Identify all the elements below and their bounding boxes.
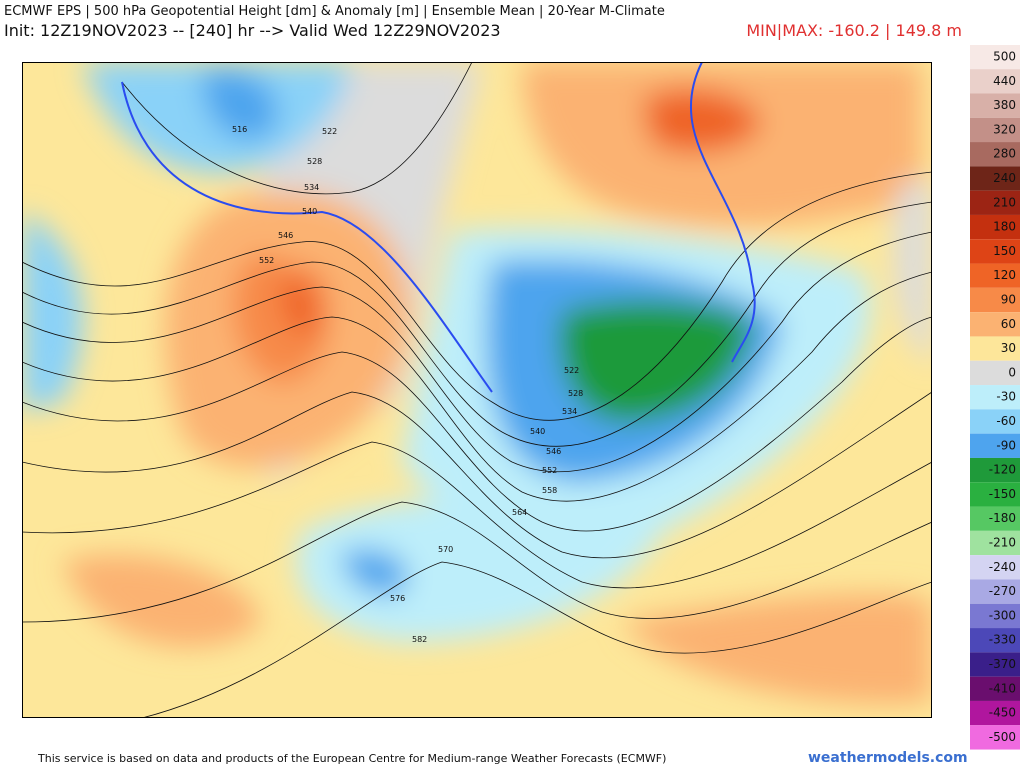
contour-label: 516 [232,125,247,134]
map-frame [22,62,932,718]
color-swatch [970,700,1020,726]
contour-label: 540 [302,207,317,216]
color-swatch [970,457,1020,483]
colorbar-label: -30 [996,390,1016,404]
color-swatch [970,628,1020,653]
color-swatch [970,117,1020,143]
contour-label: 564 [512,508,527,517]
color-swatch [970,385,1020,410]
colorbar-label: 380 [993,98,1016,112]
contour-label: 552 [542,466,557,475]
color-swatch [970,214,1020,240]
color-swatch [970,482,1020,507]
title: ECMWF EPS | 500 hPa Geopotential Height … [4,4,665,19]
color-swatch [970,530,1020,556]
colorbar-label: 60 [1001,317,1016,331]
color-swatch [970,93,1020,118]
540-line [689,62,756,363]
colorbar-label: 180 [993,220,1016,234]
colorbar-label: -500 [989,730,1016,744]
colorbar-label: -60 [996,414,1016,428]
colorbar-label: -300 [989,608,1016,622]
color-swatch [970,336,1020,361]
subtitle: Init: 12Z19NOV2023 -- [240] hr --> Valid… [4,21,501,40]
color-swatch [970,409,1020,434]
contour-label: 570 [438,545,453,554]
color-swatch [970,239,1020,264]
colorbar-label: -120 [989,463,1016,477]
colorbar-label: -370 [989,657,1016,671]
colorbar-label: 30 [1001,341,1016,355]
color-swatch [970,652,1020,677]
contour-label: 546 [546,447,561,456]
colorbar-label: 210 [993,195,1016,209]
contour-label: 522 [322,127,337,136]
contour-label: 540 [530,427,545,436]
color-swatch [970,263,1020,288]
colorbar-label: -450 [989,706,1016,720]
colorbar-label: 280 [993,147,1016,161]
contour-label: 576 [390,594,405,603]
color-swatch [970,142,1020,167]
colorbar-label: 0 [1008,365,1016,379]
min-max: MIN|MAX: -160.2 | 149.8 m [746,21,962,40]
contour-label: 558 [542,486,557,495]
color-swatch [970,312,1020,337]
color-swatch [970,45,1020,70]
colorbar-label: -150 [989,487,1016,501]
contour-label: 552 [259,256,274,265]
contour-label: 522 [564,366,579,375]
colorbar-label: 440 [993,74,1016,88]
colorbar-label: 150 [993,244,1016,258]
color-swatch [970,579,1020,604]
contour-label: 528 [568,389,583,398]
color-swatch [970,725,1020,750]
colorbar-label: 90 [1001,293,1016,307]
colorbar-label: -330 [989,633,1016,647]
color-swatch [970,555,1020,580]
color-swatch [970,603,1020,629]
color-swatch [970,360,1020,386]
colorbar-label: 500 [993,50,1016,64]
color-swatch [970,166,1020,191]
colorbar-label: -180 [989,511,1016,525]
contour-label: 534 [562,407,577,416]
map: 516 522 528 534 540 546 552 522 528 534 540 546 552 5… [22,62,932,718]
contour-label: 528 [307,157,322,166]
contour-label: 546 [278,231,293,240]
height-contours [22,62,932,718]
color-swatch [970,287,1020,313]
color-swatch [970,676,1020,701]
colorbar-label: -270 [989,584,1016,598]
colorbar-label: -240 [989,560,1016,574]
color-swatch [970,190,1020,215]
site-link[interactable]: weathermodels.com [808,750,968,766]
color-swatch [970,69,1020,94]
colorbar-label: 320 [993,122,1016,136]
colorbar: 500 440 380 320 280 240 210 180 150 120 90 60 30 0 -30… [970,45,1020,750]
colorbar-label: 240 [993,171,1016,185]
540-line [121,81,493,393]
colorbar-label: -90 [996,438,1016,452]
contour-label: 534 [304,183,319,192]
colorbar-label: -210 [989,536,1016,550]
anomaly-field [22,62,932,704]
colorbar-label: -410 [989,681,1016,695]
credit: This service is based on data and produc… [38,752,667,765]
color-swatch [970,433,1020,458]
colorbar-label: 120 [993,268,1016,282]
color-swatch [970,506,1020,531]
contour-label: 582 [412,635,427,644]
